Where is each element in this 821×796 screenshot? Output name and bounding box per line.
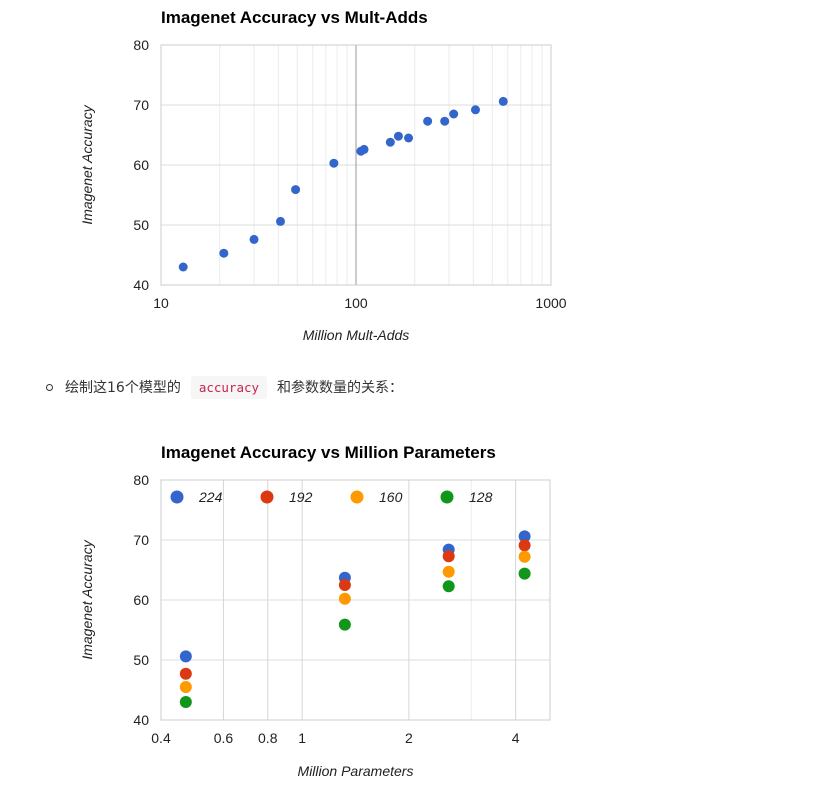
data-point-192 [442,550,455,563]
data-point [423,116,433,126]
legend-label-224: 224 [198,489,223,505]
chart-title: Imagenet Accuracy vs Mult-Adds [161,8,428,27]
bullet-text-before: 绘制这16个模型的 [65,380,181,396]
data-point [329,158,339,168]
inline-code-accuracy: accuracy [190,375,268,399]
data-point [359,144,369,154]
y-tick-label: 50 [133,217,149,233]
data-point-160 [518,550,531,563]
chart-title: Imagenet Accuracy vs Million Parameters [161,443,496,462]
data-point [440,116,450,126]
data-point-160 [179,681,192,693]
bullet-list-item: 绘制这16个模型的 accuracy 和参数数量的关系： [46,374,403,400]
x-axis-label: Million Mult-Adds [303,327,410,343]
y-axis-label: Imagenet Accuracy [79,104,95,224]
data-point [178,262,188,272]
legend-label-128: 128 [469,489,493,505]
data-point [291,185,301,195]
bullet-circle-icon [46,383,53,391]
data-point [470,105,480,115]
data-point-160 [442,565,455,578]
data-point [385,137,395,147]
data-point-128 [338,618,351,631]
data-point-192 [338,579,351,591]
data-point-128 [442,580,455,593]
y-tick-label: 80 [133,472,149,488]
data-point-128 [179,696,192,708]
data-point [275,216,285,226]
chart-params-svg: Imagenet Accuracy vs Million Parameters 4… [79,443,551,779]
legend-marker-224 [170,490,184,504]
data-point-160 [338,592,351,605]
data-point [249,234,259,244]
y-tick-label: 40 [133,712,149,728]
x-tick-label: 0.6 [214,730,234,746]
plot-frame [160,479,551,721]
plot-frame [160,44,552,286]
x-tick-label: 0.8 [258,730,278,746]
bullet-text-after: 和参数数量的关系： [277,380,404,396]
x-tick-label: 1 [298,730,306,746]
x-tick-label: 1000 [535,295,566,311]
x-tick-label: 4 [512,730,520,746]
y-axis-label: Imagenet Accuracy [79,539,95,659]
x-tick-label: 10 [153,295,169,311]
y-tick-label: 60 [133,592,149,608]
data-point [219,248,229,258]
chart-mult-adds-svg: Imagenet Accuracy vs Mult-Adds 40 50 60 70 80… [79,8,567,343]
y-tick-label: 70 [133,97,149,113]
data-point-192 [518,539,531,552]
x-axis-label: Million Parameters [298,763,414,779]
data-point [393,131,403,141]
chart-params: Imagenet Accuracy vs Million Parameters 4… [0,434,821,796]
data-point-224 [179,650,192,663]
y-tick-label: 80 [133,37,149,53]
y-tick-label: 70 [133,532,149,548]
data-point-224 [518,530,531,543]
data-point [498,96,508,106]
legend-marker-192 [260,490,274,504]
y-tick-label: 50 [133,652,149,668]
data-point-128 [518,567,531,580]
legend-marker-128 [440,490,454,504]
x-tick-label: 2 [405,730,413,746]
y-tick-label: 40 [133,277,149,293]
data-point [449,109,459,119]
legend-marker-160 [350,490,364,504]
x-tick-label: 100 [344,295,368,311]
data-point [404,133,414,143]
data-point-192 [179,667,192,680]
legend-label-160: 160 [379,489,403,505]
chart-mult-adds: Imagenet Accuracy vs Mult-Adds 40 50 60 70 80… [0,0,821,360]
x-tick-label: 0.4 [151,730,171,746]
y-tick-label: 60 [133,157,149,173]
legend-label-192: 192 [289,489,313,505]
